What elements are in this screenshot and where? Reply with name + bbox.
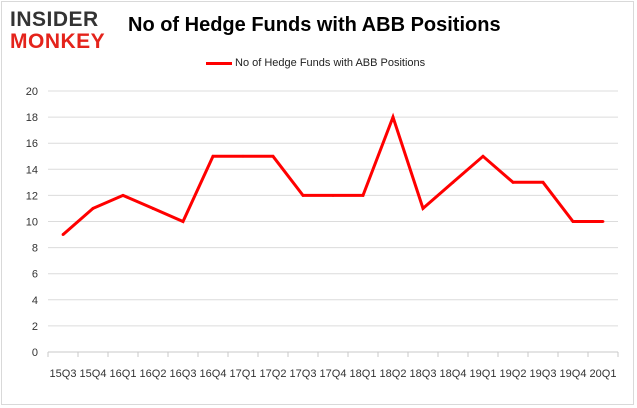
x-tick-label: 16Q4 (200, 368, 227, 380)
x-tick-label: 17Q2 (260, 368, 287, 380)
y-tick-label: 18 (26, 112, 38, 124)
data-point (601, 220, 605, 223)
data-point (301, 194, 305, 197)
x-tick-label: 19Q1 (470, 368, 497, 380)
y-tick-label: 6 (32, 269, 38, 281)
data-point (211, 154, 215, 158)
x-tick-label: 18Q3 (410, 368, 437, 380)
data-point (511, 180, 515, 184)
y-tick-label: 16 (26, 138, 38, 150)
x-tick-label: 17Q1 (230, 368, 257, 380)
x-tick-label: 16Q1 (110, 368, 137, 380)
y-tick-label: 12 (26, 190, 38, 202)
x-tick-label: 18Q4 (440, 368, 467, 380)
y-tick-label: 10 (26, 217, 38, 229)
x-tick-label: 18Q1 (350, 368, 377, 380)
data-point (421, 207, 425, 210)
chart-title: No of Hedge Funds with ABB Positions (128, 14, 501, 36)
data-point (151, 207, 155, 210)
data-point (271, 154, 275, 158)
series-line (62, 112, 603, 236)
data-point (91, 207, 95, 210)
data-point (571, 220, 575, 223)
y-tick-label: 4 (32, 295, 38, 307)
data-point (241, 154, 245, 158)
x-tick-label: 17Q3 (290, 368, 317, 380)
data-point (391, 115, 395, 119)
y-tick-label: 8 (32, 243, 38, 255)
x-tick-label: 18Q2 (380, 368, 407, 380)
y-tick-label: 0 (32, 347, 38, 359)
y-tick-label: 14 (26, 164, 38, 176)
x-tick-label: 15Q3 (50, 368, 77, 380)
x-tick-label: 19Q2 (500, 368, 527, 380)
x-tick-label: 16Q2 (140, 368, 167, 380)
insider-monkey-logo: INSIDER MONKEY (10, 9, 120, 57)
data-point (451, 180, 455, 184)
x-tick-label: 17Q4 (320, 368, 347, 380)
data-point (361, 194, 365, 197)
data-point (121, 194, 125, 197)
data-point (181, 220, 185, 223)
legend-label: No of Hedge Funds with ABB Positions (235, 57, 426, 69)
data-point (61, 233, 65, 236)
legend-swatch (206, 62, 232, 65)
x-tick-label: 16Q3 (170, 368, 197, 380)
logo-line-1: INSIDER (10, 8, 99, 31)
logo-line-2: MONKEY (10, 30, 106, 53)
data-point (331, 194, 335, 197)
y-tick-label: 2 (32, 321, 38, 333)
x-tick-label: 19Q3 (530, 368, 557, 380)
x-tick-label: 20Q1 (590, 368, 617, 380)
x-tick-label: 15Q4 (80, 368, 107, 380)
data-point (481, 154, 485, 158)
y-tick-label: 20 (26, 86, 38, 98)
x-tick-label: 19Q4 (560, 368, 587, 380)
data-point (541, 180, 545, 184)
